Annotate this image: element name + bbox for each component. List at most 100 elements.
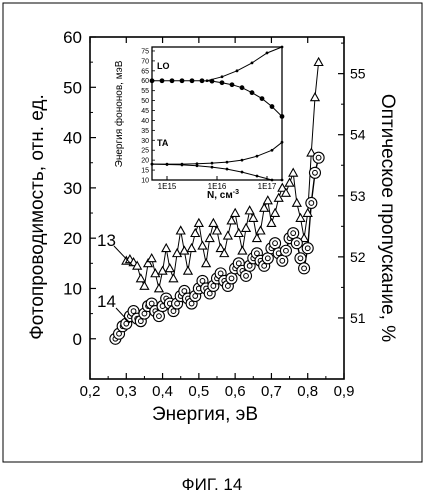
inset-series-point (190, 78, 195, 83)
series-14-point (280, 245, 291, 256)
series-14-point (302, 243, 313, 254)
series-14-point (313, 152, 324, 163)
inset-series-point (196, 164, 199, 167)
series-14-point (309, 167, 320, 178)
series-13-point (249, 214, 257, 222)
series-14-point (226, 273, 237, 284)
inset-series-point (160, 78, 165, 83)
series-13-point (224, 231, 232, 239)
series-13-point (180, 247, 188, 255)
series-13-point (173, 249, 181, 257)
left-y-tick-label: 40 (63, 129, 82, 148)
right-y-tick-label: 55 (350, 66, 366, 82)
x-tick-label: 0,8 (297, 383, 318, 400)
inset-series-point (250, 90, 255, 95)
inset-y-tick-label: 20 (141, 158, 149, 165)
series-13-point (264, 196, 272, 204)
series-13-point (267, 219, 275, 227)
series-14-point (270, 238, 281, 249)
series-13-point (155, 284, 163, 292)
inset-series-point (281, 46, 284, 49)
inset-series-point (180, 78, 185, 83)
inset-series-point (280, 114, 285, 119)
right-y-tick-label: 54 (350, 127, 366, 143)
left-y-tick-label: 30 (63, 179, 82, 198)
x-tick-label: 0,6 (225, 383, 246, 400)
series-13-point (147, 254, 155, 262)
series-13-point (206, 234, 214, 242)
x-tick-label: 0,4 (152, 383, 173, 400)
series-14-point (288, 228, 299, 239)
series-13-point (195, 219, 203, 227)
inset-y-tick-label: 70 (141, 58, 149, 65)
series-13-point (293, 199, 301, 207)
series-14-point (295, 253, 306, 264)
series-13-point (274, 194, 282, 202)
series-13-point (191, 229, 199, 237)
inset-y-tick-label: 25 (141, 148, 149, 155)
series-13-point (151, 269, 159, 277)
inset-series-point (166, 163, 169, 166)
series-13-point (177, 226, 185, 234)
inset-y-tick-label: 65 (141, 68, 149, 75)
inset-series-point (226, 168, 229, 171)
series-13-point (187, 244, 195, 252)
left-y-tick-label: 60 (63, 28, 82, 47)
series-13-point (260, 204, 268, 212)
inset-series-point (220, 80, 225, 85)
x-tick-label: 0,9 (334, 383, 355, 400)
inset-label-ta: TA (157, 138, 169, 148)
series-13-point (166, 264, 174, 272)
left-y-tick-label: 20 (63, 229, 82, 248)
inset-y-tick-label: 55 (141, 88, 149, 95)
series-13-point (285, 179, 293, 187)
inset-series-point (221, 75, 224, 78)
inset-series-point (270, 104, 275, 109)
series-13-point (253, 234, 261, 242)
inset-series-point (230, 82, 235, 87)
inset-series-point (206, 79, 209, 82)
inset-series-point (256, 155, 259, 158)
inset-y-tick-label: 30 (141, 138, 149, 145)
inset-series-point (181, 164, 184, 167)
series-13-point (158, 267, 166, 275)
series-13-point (140, 282, 148, 290)
series-14-point (277, 255, 288, 266)
series-14-point (241, 270, 252, 281)
x-tick-label: 0,5 (188, 383, 209, 400)
inset-y-axis-title: Энергия фононов, мэВ (113, 60, 125, 167)
series-13-point (242, 224, 250, 232)
inset-series-point (240, 85, 245, 90)
inset-x-tick-label: 1E15 (158, 182, 177, 191)
series-13-point (296, 214, 304, 222)
curve-label-14: 14 (97, 292, 116, 311)
x-tick-label: 0,3 (116, 383, 137, 400)
inset-series-point (226, 161, 229, 164)
inset-y-tick-label: 50 (141, 98, 149, 105)
series-13-point (231, 209, 239, 217)
inset-frame (152, 47, 282, 180)
series-13-point (202, 259, 210, 267)
series-13-point (289, 169, 297, 177)
left-y-tick-label: 10 (63, 279, 82, 298)
inset-series-point (170, 78, 175, 83)
series-14-point (306, 197, 317, 208)
series-13-point (235, 229, 243, 237)
inset-series-point (260, 96, 265, 101)
inset-y-tick-label: 45 (141, 108, 149, 115)
series-14-point (299, 263, 310, 274)
left-y-tick-label: 0 (73, 330, 82, 349)
left-y-axis-ticks: 0102030405060 (63, 28, 96, 349)
inset-series-point (281, 141, 284, 144)
inset-y-tick-label: 40 (141, 118, 149, 125)
series-13-point (314, 58, 322, 66)
inset-series-point (271, 149, 274, 152)
right-y-tick-label: 52 (350, 249, 366, 265)
inset-label-lo: LO (157, 61, 170, 71)
inset-series-point (200, 78, 205, 83)
inset-series-point (241, 159, 244, 162)
x-axis-title: Энергия, эВ (152, 404, 258, 425)
series-13-point (311, 93, 319, 101)
curve-label-13: 13 (97, 231, 116, 250)
